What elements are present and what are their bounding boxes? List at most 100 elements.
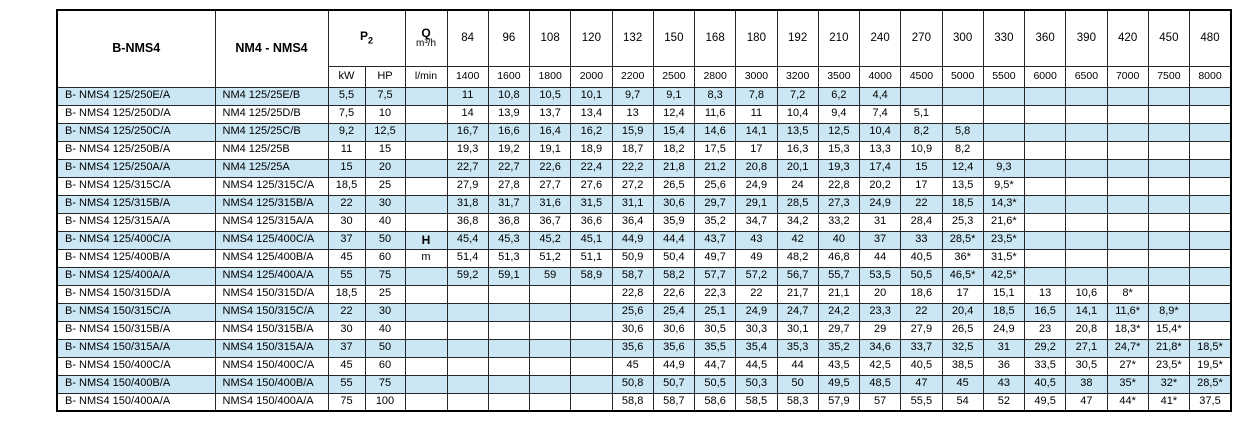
head-value-cell: 16,4 bbox=[528, 122, 572, 142]
head-value-cell: 59,2 bbox=[446, 266, 489, 286]
header-flow-lmin: 3500 bbox=[817, 65, 861, 88]
head-value-cell bbox=[1065, 140, 1108, 160]
head-unit-cell bbox=[404, 140, 448, 160]
head-value-cell: 11,6 bbox=[693, 104, 737, 124]
head-value-cell: 29,7 bbox=[817, 320, 861, 340]
head-value-cell: 55,5 bbox=[900, 392, 943, 412]
table-row: B- NMS4 125/250D/A NM4 125/25D/B 7,5 10 14 13… bbox=[56, 104, 1232, 124]
head-value-cell bbox=[900, 86, 943, 106]
table-row: B- NMS4 125/315A/A NMS4 125/315A/A 30 40 36,… bbox=[56, 212, 1232, 232]
head-value-cell: 35,4 bbox=[735, 338, 778, 358]
head-value-cell: 43 bbox=[982, 374, 1026, 394]
power-hp: 60 bbox=[364, 248, 406, 268]
head-value-cell: 20 bbox=[858, 284, 902, 304]
head-value-cell bbox=[1106, 140, 1149, 160]
head-value-cell: 30,5 bbox=[1065, 356, 1108, 376]
model-b-nms4: B- NMS4 125/400B/A bbox=[56, 248, 216, 268]
head-value-cell bbox=[1065, 266, 1108, 286]
p2-subscript: 2 bbox=[368, 35, 374, 46]
table-row: B- NMS4 150/400A/A NMS4 150/400A/A 75 100 58… bbox=[56, 392, 1232, 412]
head-value-cell: 23,3 bbox=[858, 302, 902, 322]
table-row: B- NMS4 150/315B/A NMS4 150/315B/A 30 40 30,… bbox=[56, 320, 1232, 340]
power-hp: 100 bbox=[364, 392, 406, 412]
head-value-cell bbox=[1189, 212, 1232, 232]
head-value-cell bbox=[570, 374, 613, 394]
head-value-cell bbox=[982, 86, 1026, 106]
head-value-cell: 10,5 bbox=[528, 86, 572, 106]
head-value-cell: 49,5 bbox=[817, 374, 861, 394]
power-hp: 20 bbox=[364, 158, 406, 178]
head-value-cell bbox=[1189, 194, 1232, 214]
power-hp: 50 bbox=[364, 230, 406, 250]
head-value-cell: 29,2 bbox=[1023, 338, 1067, 358]
head-value-cell: 13,5 bbox=[776, 122, 819, 142]
head-value-cell bbox=[1106, 248, 1149, 268]
model-nm4-nms4: NMS4 150/400A/A bbox=[214, 392, 329, 412]
head-value-cell: 27,8 bbox=[487, 176, 531, 196]
head-value-cell bbox=[446, 374, 489, 394]
model-nm4-nms4: NMS4 125/400C/A bbox=[214, 230, 329, 250]
head-value-cell: 27,7 bbox=[528, 176, 572, 196]
model-nm4-nms4: NM4 125/25C/B bbox=[214, 122, 329, 142]
head-value-cell bbox=[487, 392, 531, 412]
header-flow-m3h: 96 bbox=[487, 9, 531, 67]
header-flow-lmin: 5000 bbox=[941, 65, 984, 88]
model-b-nms4: B- NMS4 150/315A/A bbox=[56, 338, 216, 358]
model-nm4-nms4: NMS4 150/315D/A bbox=[214, 284, 329, 304]
head-value-cell bbox=[1106, 230, 1149, 250]
head-value-cell: 24,7* bbox=[1106, 338, 1149, 358]
head-value-cell: 50,4 bbox=[652, 248, 696, 268]
table-row: B- NMS4 125/400A/A NMS4 125/400A/A 55 75 59,… bbox=[56, 266, 1232, 286]
head-value-cell: 50,9 bbox=[611, 248, 654, 268]
head-value-cell: 8* bbox=[1106, 284, 1149, 304]
head-value-cell bbox=[1189, 86, 1232, 106]
head-unit-cell bbox=[404, 86, 448, 106]
head-value-cell: 19,2 bbox=[487, 140, 531, 160]
head-value-cell: 30,6 bbox=[652, 320, 696, 340]
head-value-cell bbox=[1147, 122, 1191, 142]
header-nm4-nms4: NM4 - NMS4 bbox=[214, 9, 329, 88]
head-value-cell: 5,8 bbox=[941, 122, 984, 142]
head-value-cell: 8,2 bbox=[941, 140, 984, 160]
head-value-cell: 50 bbox=[776, 374, 819, 394]
head-value-cell: 46,5* bbox=[941, 266, 984, 286]
head-value-cell bbox=[1189, 176, 1232, 196]
head-unit-cell bbox=[404, 122, 448, 142]
head-value-cell: 58,8 bbox=[611, 392, 654, 412]
head-value-cell: 22,6 bbox=[528, 158, 572, 178]
head-unit-cell bbox=[404, 284, 448, 304]
head-value-cell bbox=[1106, 104, 1149, 124]
head-value-cell: 31,8 bbox=[446, 194, 489, 214]
head-value-cell: 54 bbox=[941, 392, 984, 412]
head-value-cell: 22 bbox=[900, 194, 943, 214]
model-b-nms4: B- NMS4 125/250E/A bbox=[56, 86, 216, 106]
model-b-nms4: B- NMS4 125/400A/A bbox=[56, 266, 216, 286]
model-b-nms4: B- NMS4 150/315B/A bbox=[56, 320, 216, 340]
head-value-cell: 34,2 bbox=[776, 212, 819, 232]
header-flow-lmin: 3000 bbox=[735, 65, 778, 88]
power-hp: 50 bbox=[364, 338, 406, 358]
power-hp: 12,5 bbox=[364, 122, 406, 142]
head-value-cell: 18,5 bbox=[941, 194, 984, 214]
head-unit-cell bbox=[404, 392, 448, 412]
head-value-cell: 16,5 bbox=[1023, 302, 1067, 322]
head-value-cell bbox=[1065, 104, 1108, 124]
head-value-cell: 18,5 bbox=[982, 302, 1026, 322]
head-value-cell bbox=[487, 302, 531, 322]
head-value-cell: 7,4 bbox=[858, 104, 902, 124]
model-nm4-nms4: NMS4 125/315C/A bbox=[214, 176, 329, 196]
head-value-cell bbox=[446, 356, 489, 376]
head-value-cell: 18,2 bbox=[652, 140, 696, 160]
head-value-cell: 36,8 bbox=[446, 212, 489, 232]
head-value-cell bbox=[941, 104, 984, 124]
head-value-cell: 21,8* bbox=[1147, 338, 1191, 358]
table-row: B- NMS4 150/400C/A NMS4 150/400C/A 45 60 45 4… bbox=[56, 356, 1232, 376]
head-value-cell bbox=[941, 86, 984, 106]
head-value-cell bbox=[1147, 212, 1191, 232]
q-unit-m3h: m³/h bbox=[416, 38, 436, 50]
head-value-cell: 58,2 bbox=[652, 266, 696, 286]
head-value-cell: 50,8 bbox=[611, 374, 654, 394]
head-value-cell: 57,2 bbox=[735, 266, 778, 286]
header-flow-m3h: 480 bbox=[1189, 9, 1232, 67]
head-value-cell: 31,5 bbox=[570, 194, 613, 214]
